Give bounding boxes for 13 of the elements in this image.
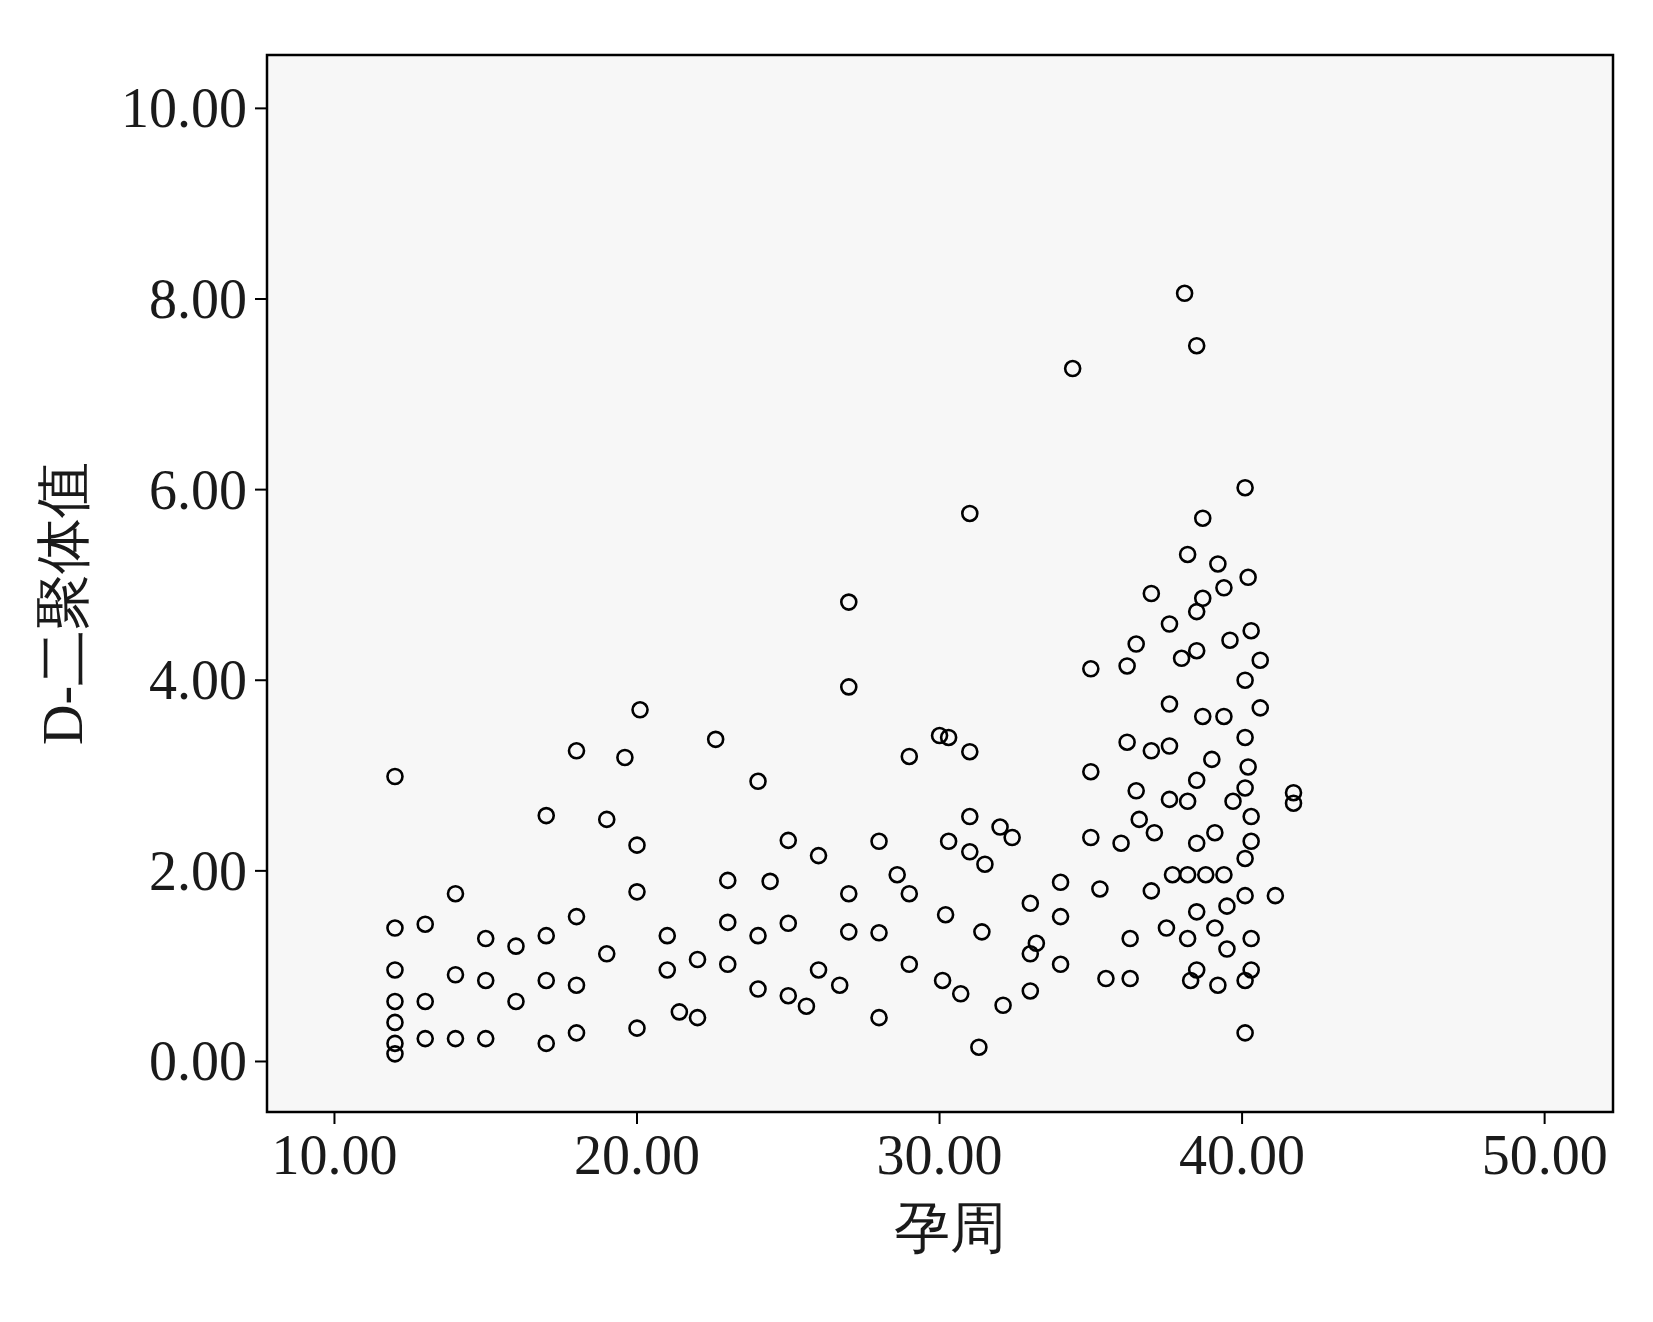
x-tick-label: 40.00 bbox=[1179, 1124, 1306, 1186]
y-axis-title: D-二聚体值 bbox=[32, 461, 94, 746]
x-tick-label: 50.00 bbox=[1481, 1124, 1608, 1186]
y-tick-label: 2.00 bbox=[149, 839, 247, 902]
y-tick-label: 8.00 bbox=[149, 268, 247, 330]
y-tick-label: 0.00 bbox=[149, 1030, 247, 1093]
x-axis-title: 孕周 bbox=[894, 1197, 1006, 1259]
x-tick-label: 10.00 bbox=[271, 1124, 398, 1186]
y-tick-label: 4.00 bbox=[149, 649, 247, 712]
y-tick-label: 10.00 bbox=[121, 77, 247, 140]
x-tick-label: 20.00 bbox=[574, 1124, 701, 1186]
y-tick-label: 6.00 bbox=[149, 458, 247, 521]
x-tick-label: 30.00 bbox=[876, 1124, 1003, 1186]
